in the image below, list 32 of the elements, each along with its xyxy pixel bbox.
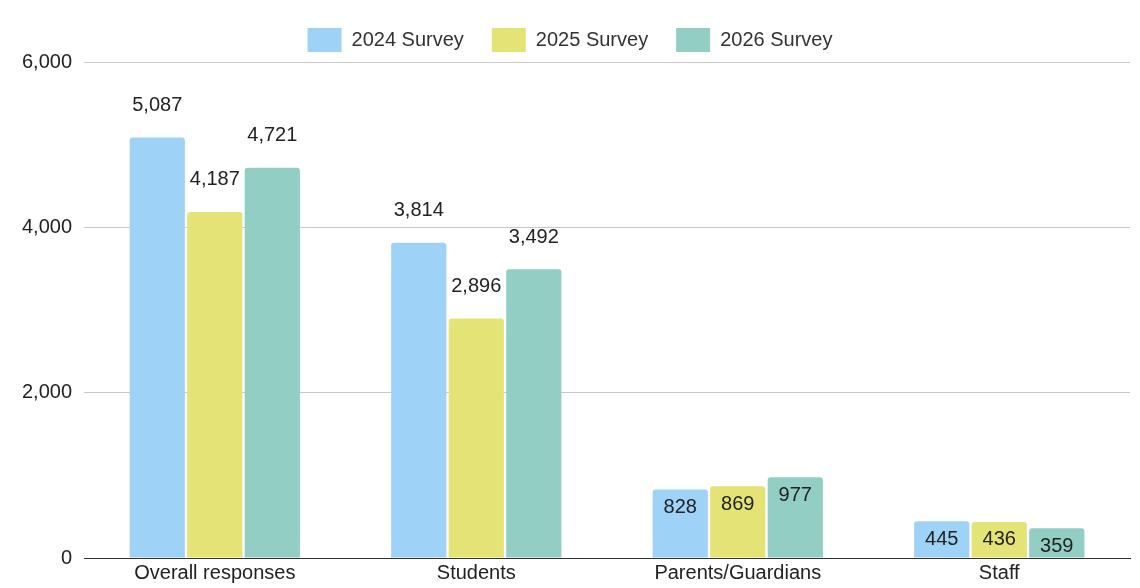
data-label: 3,492 [508,224,559,247]
data-label: 828 [663,495,697,518]
x-tick-label: Overall responses [134,560,296,583]
y-tick-label: 0 [60,545,73,568]
data-label: 359 [1040,533,1074,556]
bar [767,477,823,558]
legend-label: 2025 Survey [535,27,649,50]
bar [129,137,185,558]
bar [391,242,447,558]
legend-label: 2026 Survey [720,27,833,50]
y-tick-label: 6,000 [21,49,73,72]
bar [506,269,562,558]
y-tick-label: 2,000 [21,380,73,403]
bar [710,486,766,558]
x-tick-label: Students [436,560,516,583]
legend-label: 2024 Survey [351,27,464,50]
data-label: 4,187 [189,167,240,190]
data-label: 5,087 [132,92,183,115]
x-tick-label: Staff [978,560,1021,583]
bar [652,489,708,558]
data-label: 4,721 [247,123,298,146]
data-label: 436 [982,527,1016,550]
bar [244,167,300,558]
bar [448,318,504,558]
bar [187,211,243,558]
x-tick-label: Parents/Guardians [654,560,822,583]
data-label: 977 [778,482,812,505]
data-label: 3,814 [393,198,444,221]
y-tick-label: 4,000 [21,214,73,237]
data-label: 2,896 [451,274,502,297]
data-label: 445 [925,526,959,549]
data-label: 869 [721,491,755,514]
